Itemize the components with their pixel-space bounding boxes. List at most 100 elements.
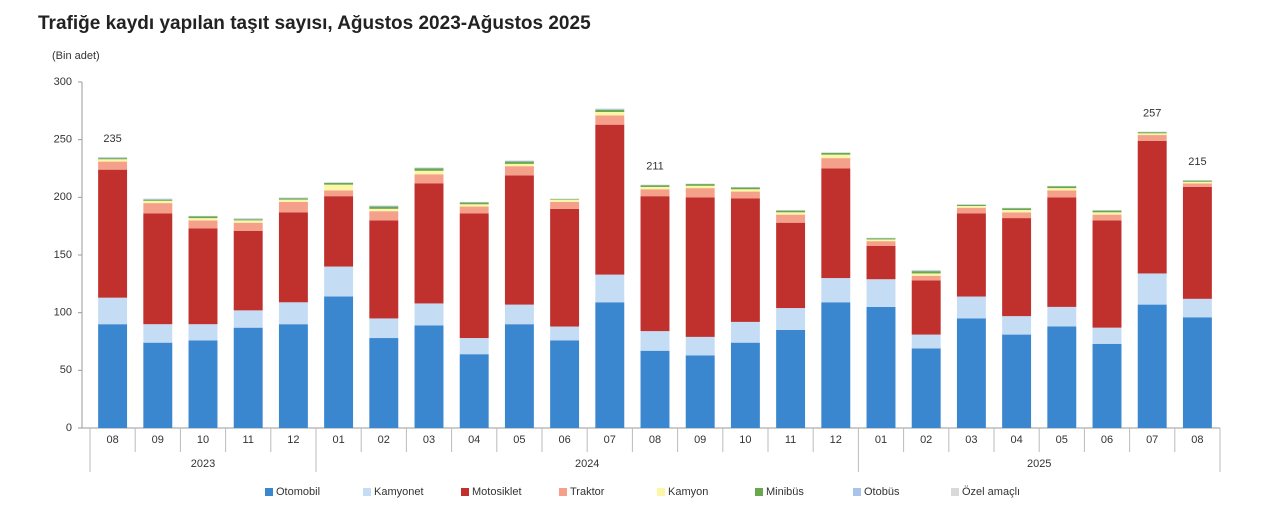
- bar-segment: [369, 208, 399, 212]
- bar-segment: [1182, 317, 1212, 428]
- bar-segment: [188, 228, 218, 325]
- bar-segment: [776, 214, 806, 223]
- x-tick-label: 02: [920, 434, 932, 446]
- bar-segment: [821, 302, 851, 428]
- x-group-label: 2024: [575, 458, 599, 470]
- y-tick-label: 0: [66, 422, 72, 434]
- bar-segment: [730, 189, 760, 192]
- y-tick-label: 300: [54, 76, 72, 88]
- bar-segment: [911, 280, 941, 335]
- bar-segment: [1047, 197, 1077, 307]
- x-tick-label: 03: [423, 434, 435, 446]
- bar-segment: [1137, 132, 1167, 134]
- bar-segment: [1002, 208, 1032, 211]
- bar-segment: [414, 167, 444, 169]
- bar-segment: [730, 191, 760, 199]
- x-tick-label: 06: [558, 434, 570, 446]
- bar-segment: [459, 354, 489, 428]
- bar-segment: [1047, 186, 1077, 189]
- bar-segment: [414, 303, 444, 326]
- y-tick-label: 150: [54, 249, 72, 261]
- bar-segment: [595, 109, 625, 112]
- bar-segment: [98, 159, 128, 162]
- bar-segment: [956, 318, 986, 428]
- bar-segment: [1002, 210, 1032, 213]
- bar-segment: [143, 199, 173, 200]
- total-label: 215: [1188, 156, 1206, 168]
- legend-label: Traktor: [570, 486, 605, 498]
- y-unit-label: (Bin adet): [52, 50, 100, 62]
- legend-label: Motosiklet: [472, 486, 522, 498]
- x-tick-label: 01: [875, 434, 887, 446]
- bar-segment: [278, 197, 308, 199]
- bar-segment: [1137, 140, 1167, 274]
- bar-segment: [730, 198, 760, 322]
- bar-segment: [143, 324, 173, 343]
- bar-segment: [776, 210, 806, 213]
- bar-segment: [1092, 327, 1122, 344]
- x-tick-label: 10: [197, 434, 209, 446]
- bar-segment: [459, 338, 489, 355]
- legend-swatch: [559, 488, 567, 496]
- bar-segment: [504, 324, 534, 428]
- bar-segment: [414, 170, 444, 175]
- bar-segment: [188, 340, 218, 428]
- bar-segment: [1047, 188, 1077, 191]
- legend-swatch: [755, 488, 763, 496]
- bar-segment: [1182, 180, 1212, 182]
- bar-segment: [550, 199, 580, 200]
- bar-segment: [143, 199, 173, 201]
- bar-segment: [595, 111, 625, 116]
- bar-segment: [1182, 186, 1212, 299]
- bar-segment: [866, 245, 896, 280]
- bar-segment: [1047, 326, 1077, 428]
- x-group-label: 2023: [191, 458, 215, 470]
- bar-segment: [459, 213, 489, 339]
- bar-segment: [324, 182, 354, 185]
- bar-segment: [278, 201, 308, 213]
- bar-segment: [956, 207, 986, 214]
- bar-segment: [504, 161, 534, 162]
- bar-segment: [685, 336, 715, 356]
- bar-segment: [188, 324, 218, 341]
- x-tick-label: 10: [739, 434, 751, 446]
- bar-segment: [143, 203, 173, 214]
- bar-segment: [1092, 210, 1122, 213]
- bar-segment: [324, 190, 354, 197]
- x-tick-label: 08: [649, 434, 661, 446]
- bar-segment: [369, 211, 399, 221]
- bar-segment: [640, 196, 670, 332]
- legend-swatch: [363, 488, 371, 496]
- legend-swatch: [265, 488, 273, 496]
- x-tick-label: 11: [242, 434, 253, 446]
- y-tick-label: 50: [60, 364, 72, 376]
- bar-segment: [911, 275, 941, 281]
- bar-segment: [911, 270, 941, 272]
- bar-segment: [233, 222, 263, 231]
- bar-segment: [776, 329, 806, 428]
- bar-segment: [911, 334, 941, 349]
- bar-segment: [911, 273, 941, 276]
- bar-segment: [504, 160, 534, 162]
- bar-segment: [821, 152, 851, 155]
- bar-segment: [1137, 133, 1167, 136]
- bar-segment: [866, 239, 896, 242]
- bar-segment: [459, 204, 489, 207]
- bar-segment: [98, 156, 128, 158]
- bar-segment: [504, 163, 534, 167]
- x-tick-label: 12: [830, 434, 842, 446]
- bar-segment: [685, 185, 715, 189]
- bar-segment: [98, 157, 128, 159]
- bar-segment: [414, 325, 444, 428]
- bar-segment: [1137, 304, 1167, 428]
- bar-segment: [956, 205, 986, 208]
- bar-segment: [550, 326, 580, 341]
- bar-segment: [324, 196, 354, 267]
- bar-segment: [414, 183, 444, 304]
- bar-segment: [233, 219, 263, 221]
- bar-segment: [1182, 181, 1212, 184]
- bar-segment: [911, 269, 941, 271]
- bar-segment: [233, 230, 263, 311]
- x-tick-label: 05: [513, 434, 525, 446]
